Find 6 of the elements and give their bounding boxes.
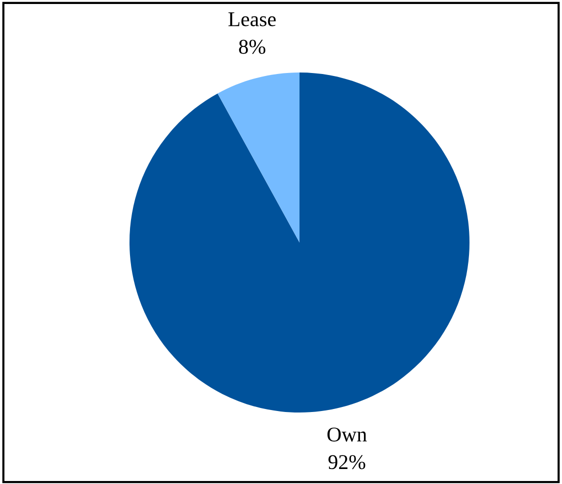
pie-slice	[130, 72, 470, 412]
pie-slice	[218, 72, 300, 242]
slice-label: Lease	[228, 12, 276, 26]
slice-label: Own	[327, 428, 367, 442]
data-label: 8%	[239, 40, 266, 54]
data-label: 92%	[328, 455, 366, 470]
